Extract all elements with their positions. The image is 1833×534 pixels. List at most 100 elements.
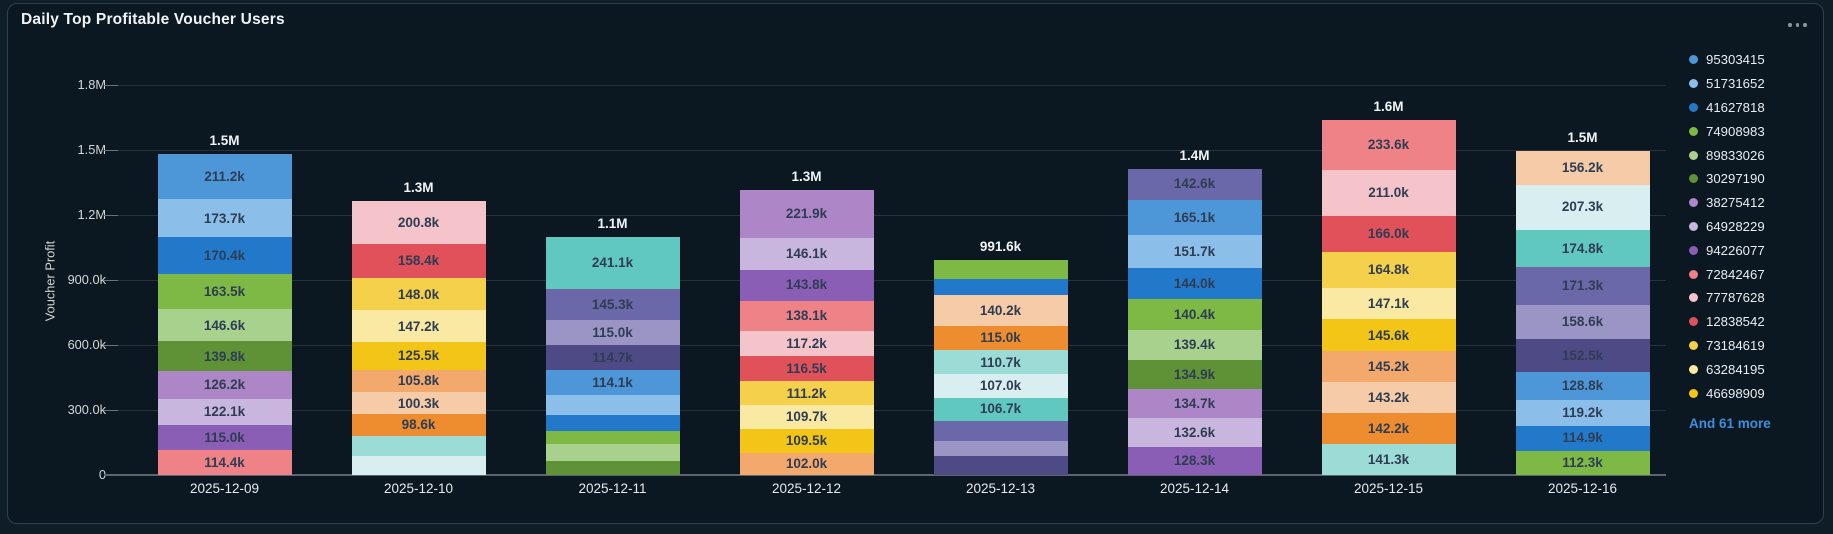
bar-segment[interactable]: 98.6k	[351, 414, 486, 436]
bar-segment[interactable]: 140.4k	[1127, 299, 1262, 330]
bar-segment[interactable]	[933, 260, 1068, 279]
bar-segment[interactable]: 141.3k	[1321, 444, 1456, 475]
bar-segment[interactable]: 107.0k	[933, 374, 1068, 398]
bar-segment[interactable]: 166.0k	[1321, 215, 1456, 252]
bar-segment[interactable]: 174.8k	[1515, 229, 1650, 268]
bar-segment[interactable]	[545, 461, 680, 475]
bar-segment[interactable]: 114.7k	[545, 345, 680, 371]
bar-segment[interactable]: 143.8k	[739, 269, 874, 301]
bar-segment[interactable]: 145.2k	[1321, 351, 1456, 383]
bar-segment-value-label: 233.6k	[1367, 137, 1410, 153]
legend-item-74908983[interactable]: 74908983	[1689, 119, 1765, 143]
bar-segment[interactable]	[933, 440, 1068, 456]
bar-segment[interactable]: 170.4k	[157, 237, 292, 274]
bar-segment[interactable]: 146.6k	[157, 309, 292, 342]
legend-item-51731652[interactable]: 51731652	[1689, 72, 1765, 96]
bar-segment[interactable]: 119.2k	[1515, 399, 1650, 426]
bar-segment[interactable]: 115.0k	[933, 325, 1068, 351]
bar-segment[interactable]: 134.9k	[1127, 360, 1262, 390]
bar-segment[interactable]: 145.3k	[545, 288, 680, 321]
bar-segment[interactable]: 110.7k	[933, 350, 1068, 375]
bar-segment[interactable]	[545, 414, 680, 432]
bar-segment[interactable]: 132.6k	[1127, 418, 1262, 448]
legend-item-73184619[interactable]: 73184619	[1689, 334, 1765, 358]
bar-segment[interactable]: 148.0k	[351, 278, 486, 311]
bar-segment[interactable]: 145.6k	[1321, 319, 1456, 352]
bar-segment[interactable]: 122.1k	[157, 398, 292, 426]
bar-segment[interactable]: 114.9k	[1515, 425, 1650, 451]
bar-segment[interactable]	[933, 455, 1068, 475]
bar-segment[interactable]: 117.2k	[739, 330, 874, 357]
bar-segment[interactable]: 142.6k	[1127, 168, 1262, 200]
legend-more-link[interactable]: And 61 more	[1689, 416, 1771, 431]
bar-segment[interactable]: 134.7k	[1127, 389, 1262, 419]
legend-item-38275412[interactable]: 38275412	[1689, 191, 1765, 215]
bar-segment[interactable]: 143.2k	[1321, 382, 1456, 414]
bar-segment[interactable]: 221.9k	[739, 189, 874, 238]
bar-segment[interactable]: 105.8k	[351, 369, 486, 393]
bar-segment[interactable]: 156.2k	[1515, 150, 1650, 185]
bar-segment[interactable]: 211.2k	[157, 153, 292, 200]
legend-item-30297190[interactable]: 30297190	[1689, 167, 1765, 191]
bar-segment[interactable]: 142.2k	[1321, 413, 1456, 445]
bar-segment[interactable]: 139.8k	[157, 341, 292, 372]
bar-segment[interactable]: 144.0k	[1127, 268, 1262, 300]
bar-segment[interactable]: 100.3k	[351, 392, 486, 415]
bar-segment[interactable]: 109.7k	[739, 405, 874, 430]
legend-item-77787628[interactable]: 77787628	[1689, 286, 1765, 310]
legend-item-94226077[interactable]: 94226077	[1689, 238, 1765, 262]
bar-segment[interactable]: 164.8k	[1321, 251, 1456, 288]
bar-segment[interactable]: 147.2k	[351, 310, 486, 343]
bar-segment[interactable]	[351, 456, 486, 475]
bar-segment[interactable]: 233.6k	[1321, 119, 1456, 171]
legend-item-41627818[interactable]: 41627818	[1689, 96, 1765, 120]
bar-segment[interactable]: 115.0k	[545, 320, 680, 346]
bar-segment[interactable]: 102.0k	[739, 452, 874, 475]
bar-segment[interactable]: 140.2k	[933, 295, 1068, 326]
bar-segment[interactable]: 128.3k	[1127, 447, 1262, 475]
bar-segment[interactable]: 158.4k	[351, 244, 486, 279]
bar-segment[interactable]: 171.3k	[1515, 267, 1650, 305]
panel-menu-button[interactable]	[1784, 19, 1811, 31]
legend-item-89833026[interactable]: 89833026	[1689, 143, 1765, 167]
bar-segment[interactable]: 207.3k	[1515, 184, 1650, 230]
bar-segment[interactable]: 211.0k	[1321, 170, 1456, 216]
bar-segment[interactable]: 115.0k	[157, 425, 292, 451]
legend-item-12838542[interactable]: 12838542	[1689, 310, 1765, 334]
bar-segment[interactable]: 147.1k	[1321, 287, 1456, 320]
bar-segment[interactable]: 146.1k	[739, 237, 874, 270]
bar-segment[interactable]	[545, 443, 680, 462]
legend-item-95303415[interactable]: 95303415	[1689, 48, 1765, 72]
bar-segment[interactable]: 112.3k	[1515, 450, 1650, 475]
legend-item-46698909[interactable]: 46698909	[1689, 381, 1765, 405]
bar-segment[interactable]	[933, 278, 1068, 296]
bar-segment[interactable]: 200.8k	[351, 200, 486, 245]
bar-segment[interactable]	[933, 420, 1068, 441]
legend-item-64928229[interactable]: 64928229	[1689, 215, 1765, 239]
bar-segment[interactable]: 158.6k	[1515, 304, 1650, 339]
bar-segment[interactable]: 106.7k	[933, 397, 1068, 421]
bar-segment[interactable]: 165.1k	[1127, 199, 1262, 236]
bar-segment[interactable]: 128.8k	[1515, 371, 1650, 400]
legend-item-63284195[interactable]: 63284195	[1689, 357, 1765, 381]
bar-segment[interactable]: 126.2k	[157, 371, 292, 399]
bar-segment[interactable]: 109.5k	[739, 429, 874, 453]
bar-segment[interactable]: 114.1k	[545, 370, 680, 395]
bar-segment[interactable]	[351, 435, 486, 457]
bar-segment-value-label: 132.6k	[1173, 425, 1216, 440]
bar-segment[interactable]: 163.5k	[157, 273, 292, 310]
bar-segment[interactable]	[545, 431, 680, 444]
bar-segment[interactable]: 125.5k	[351, 342, 486, 370]
legend-item-72842467[interactable]: 72842467	[1689, 262, 1765, 286]
bar-segment[interactable]: 111.2k	[739, 381, 874, 406]
bar-segment[interactable]: 138.1k	[739, 300, 874, 331]
bar-segment[interactable]: 241.1k	[545, 236, 680, 289]
bar-segment[interactable]: 152.5k	[1515, 338, 1650, 372]
bar-segment[interactable]: 116.5k	[739, 356, 874, 382]
bar-segment[interactable]: 151.7k	[1127, 235, 1262, 269]
bar-segment[interactable]: 173.7k	[157, 199, 292, 238]
bar-segment[interactable]: 114.4k	[157, 450, 292, 475]
bar-segment[interactable]	[545, 394, 680, 415]
legend-dot-icon	[1689, 150, 1698, 160]
bar-segment[interactable]: 139.4k	[1127, 329, 1262, 360]
